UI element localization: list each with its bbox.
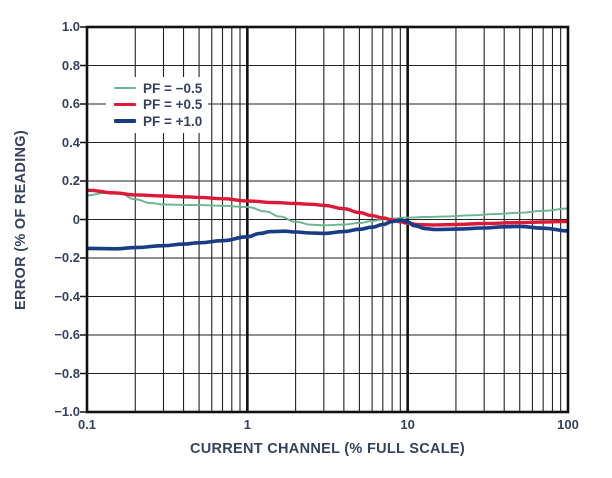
x-tick-label: 10 xyxy=(400,417,415,432)
grid-major xyxy=(246,27,409,412)
legend-swatch-icon xyxy=(114,87,136,90)
y-tick-label: 0.6 xyxy=(61,96,80,111)
x-axis-title: CURRENT CHANNEL (% FULL SCALE) xyxy=(189,441,466,457)
legend: PF = −0.5 PF = +0.5 PF = +1.0 xyxy=(106,77,209,133)
legend-swatch-icon xyxy=(114,103,136,107)
legend-label: PF = −0.5 xyxy=(143,80,203,96)
plot-frame xyxy=(85,25,570,414)
y-tick-label: 0.8 xyxy=(61,57,80,73)
series-line-0 xyxy=(87,191,568,227)
y-axis-title: ERROR (% OF READING) xyxy=(13,130,29,310)
legend-label: PF = +0.5 xyxy=(143,97,203,113)
legend-item: PF = +1.0 xyxy=(114,113,202,130)
x-tick-label: 1 xyxy=(243,417,251,432)
y-tick-label: 1.0 xyxy=(61,19,80,34)
legend-item: PF = −0.5 xyxy=(114,80,202,97)
y-tick-label: 0 xyxy=(72,211,80,227)
y-tick-label: −0.4 xyxy=(54,288,80,304)
y-tick-label: −1.0 xyxy=(54,404,80,419)
x-tick-label: 100 xyxy=(557,417,579,432)
series-line-1 xyxy=(87,188,568,227)
x-tick-label: 0.1 xyxy=(77,417,97,432)
legend-swatch-icon xyxy=(114,119,136,124)
y-tick-label: 0.4 xyxy=(61,134,80,150)
y-tick-label: −0.8 xyxy=(54,365,80,381)
legend-label: PF = +1.0 xyxy=(143,113,203,129)
series-lines xyxy=(87,188,568,251)
y-tick-label: −0.6 xyxy=(54,327,80,342)
y-tick-label: 0.2 xyxy=(61,173,80,188)
legend-item: PF = +0.5 xyxy=(114,97,202,114)
series-line-2 xyxy=(87,218,568,251)
y-tick-label: −0.2 xyxy=(54,250,80,265)
